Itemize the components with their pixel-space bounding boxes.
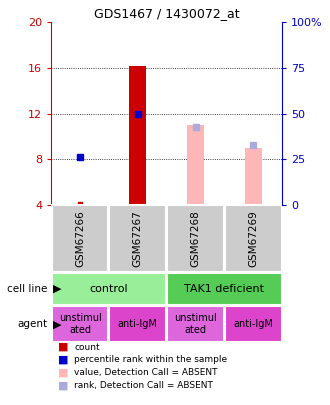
Text: ▶: ▶: [53, 319, 61, 329]
Text: value, Detection Call = ABSENT: value, Detection Call = ABSENT: [74, 368, 218, 377]
Bar: [52, 205, 108, 271]
Text: ■: ■: [58, 381, 68, 391]
Text: agent: agent: [18, 319, 48, 329]
Text: TAK1 deficient: TAK1 deficient: [184, 284, 264, 294]
Bar: [225, 306, 281, 342]
Text: control: control: [89, 284, 128, 294]
Bar: [167, 306, 224, 342]
Bar: [167, 205, 224, 271]
Text: ■: ■: [58, 342, 68, 352]
Text: unstimul
ated: unstimul ated: [174, 313, 217, 335]
Text: GSM67267: GSM67267: [133, 210, 143, 267]
Bar: [167, 273, 281, 305]
Bar: [110, 306, 166, 342]
Bar: [52, 306, 108, 342]
Text: anti-IgM: anti-IgM: [233, 319, 273, 329]
Text: ■: ■: [58, 355, 68, 365]
Bar: [187, 125, 204, 205]
Bar: [225, 205, 281, 271]
Text: ■: ■: [58, 368, 68, 378]
Text: rank, Detection Call = ABSENT: rank, Detection Call = ABSENT: [74, 381, 213, 390]
Bar: [52, 273, 166, 305]
Text: count: count: [74, 343, 100, 352]
Bar: [245, 148, 262, 205]
Title: GDS1467 / 1430072_at: GDS1467 / 1430072_at: [94, 7, 240, 20]
Text: GSM67269: GSM67269: [248, 210, 258, 267]
Text: anti-IgM: anti-IgM: [118, 319, 158, 329]
Text: GSM67268: GSM67268: [190, 210, 201, 267]
Bar: [129, 66, 147, 205]
Text: unstimul
ated: unstimul ated: [59, 313, 101, 335]
Text: GSM67266: GSM67266: [75, 210, 85, 267]
Text: percentile rank within the sample: percentile rank within the sample: [74, 356, 227, 364]
Text: cell line: cell line: [8, 284, 48, 294]
Text: ▶: ▶: [53, 284, 61, 294]
Bar: [110, 205, 166, 271]
